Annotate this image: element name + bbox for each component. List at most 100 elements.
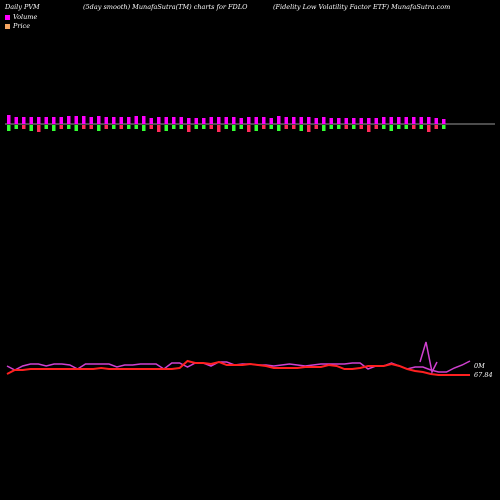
volume-bar-top — [67, 116, 71, 124]
volume-bar-bottom — [134, 125, 138, 129]
volume-bar-bottom — [397, 125, 401, 129]
volume-bar-bottom — [239, 125, 243, 129]
volume-bar-top — [442, 119, 446, 124]
volume-bar-top — [164, 117, 168, 124]
volume-bar-top — [314, 118, 318, 124]
legend-label-volume: Volume — [13, 13, 38, 21]
volume-bar-top — [344, 118, 348, 124]
volume-bar-bottom — [337, 125, 341, 129]
volume-bar-bottom — [164, 125, 168, 131]
volume-bar-top — [427, 117, 431, 124]
volume-bar-top — [247, 117, 251, 124]
series-line-price — [6, 359, 470, 376]
volume-bar-bottom — [434, 125, 438, 129]
volume-bar-bottom — [322, 125, 326, 131]
volume-bar-bottom — [179, 125, 183, 129]
volume-bar-bottom — [389, 125, 393, 131]
volume-bar-top — [284, 117, 288, 124]
volume-bar-top — [119, 117, 123, 124]
volume-bar-top — [59, 117, 63, 124]
volume-bar-top — [37, 117, 41, 124]
volume-bar-bottom — [97, 125, 101, 131]
volume-bar-top — [277, 116, 281, 124]
volume-bar-bottom — [127, 125, 131, 129]
volume-bar-bottom — [172, 125, 176, 129]
volume-bar-top — [142, 116, 146, 124]
volume-bar-bottom — [209, 125, 213, 129]
volume-bar-top — [89, 117, 93, 124]
volume-bar-bottom — [37, 125, 41, 132]
volume-bar-bottom — [284, 125, 288, 129]
volume-bar-bottom — [7, 125, 11, 131]
volume-bar-top — [374, 118, 378, 124]
volume-bar-top — [104, 117, 108, 124]
volume-bar-bottom — [142, 125, 146, 131]
volume-bar-bottom — [157, 125, 161, 132]
volume-bar-top — [329, 118, 333, 124]
volume-bar-top — [157, 117, 161, 124]
volume-bar-top — [367, 118, 371, 124]
volume-bar-top — [224, 117, 228, 124]
volume-bar-bottom — [374, 125, 378, 129]
volume-bar-top — [434, 118, 438, 124]
volume-bar-bottom — [149, 125, 153, 129]
volume-bar-bottom — [307, 125, 311, 132]
volume-bar-bottom — [187, 125, 191, 132]
volume-spike-segment — [419, 341, 438, 375]
volume-bar-top — [149, 118, 153, 124]
volume-bar-bottom — [44, 125, 48, 129]
volume-bar-top — [352, 118, 356, 124]
volume-bar-top — [82, 116, 86, 124]
legend-swatch-price — [5, 23, 10, 29]
chart-source: (Fidelity Low Volatility Factor ETF) Mun… — [273, 3, 451, 11]
volume-bar-bottom — [382, 125, 386, 129]
volume-bar-top — [217, 117, 221, 124]
volume-bar-bottom — [104, 125, 108, 129]
volume-bars — [7, 115, 446, 132]
volume-bar-bottom — [82, 125, 86, 129]
volume-bar-top — [337, 118, 341, 124]
chart-label-left: Daily PVM — [5, 3, 40, 11]
series-lines — [6, 341, 471, 376]
volume-bar-bottom — [269, 125, 273, 129]
volume-bar-bottom — [112, 125, 116, 129]
volume-bar-bottom — [194, 125, 198, 129]
volume-bar-bottom — [52, 125, 56, 131]
volume-bar-bottom — [29, 125, 33, 131]
legend-item-price: Price — [5, 22, 30, 30]
volume-value-label: 0M — [474, 362, 485, 370]
volume-bar-top — [22, 117, 26, 124]
volume-bar-bottom — [59, 125, 63, 129]
volume-bar-bottom — [119, 125, 123, 129]
volume-bar-top — [262, 117, 266, 124]
volume-bar-top — [179, 117, 183, 124]
volume-bar-top — [52, 117, 56, 124]
volume-bar-bottom — [352, 125, 356, 129]
volume-bar-top — [419, 117, 423, 124]
volume-bar-top — [412, 117, 416, 124]
volume-bar-bottom — [329, 125, 333, 129]
volume-bar-bottom — [74, 125, 78, 131]
volume-bar-bottom — [314, 125, 318, 129]
volume-bar-bottom — [254, 125, 258, 131]
volume-bar-top — [194, 118, 198, 124]
volume-bar-bottom — [232, 125, 236, 131]
volume-bar-top — [44, 117, 48, 124]
volume-bar-top — [404, 117, 408, 124]
volume-bar-top — [14, 117, 18, 124]
volume-bar-top — [359, 118, 363, 124]
legend-item-volume: Volume — [5, 13, 37, 21]
volume-bar-top — [239, 118, 243, 124]
volume-bar-top — [7, 115, 11, 124]
volume-bar-bottom — [367, 125, 371, 132]
volume-bar-top — [187, 118, 191, 124]
legend-label-price: Price — [13, 22, 31, 30]
volume-bar-top — [397, 117, 401, 124]
volume-bar-bottom — [412, 125, 416, 129]
volume-bar-bottom — [67, 125, 71, 129]
volume-bar-bottom — [299, 125, 303, 131]
volume-bar-bottom — [14, 125, 18, 129]
volume-bar-top — [29, 117, 33, 124]
legend-swatch-volume — [5, 14, 10, 20]
